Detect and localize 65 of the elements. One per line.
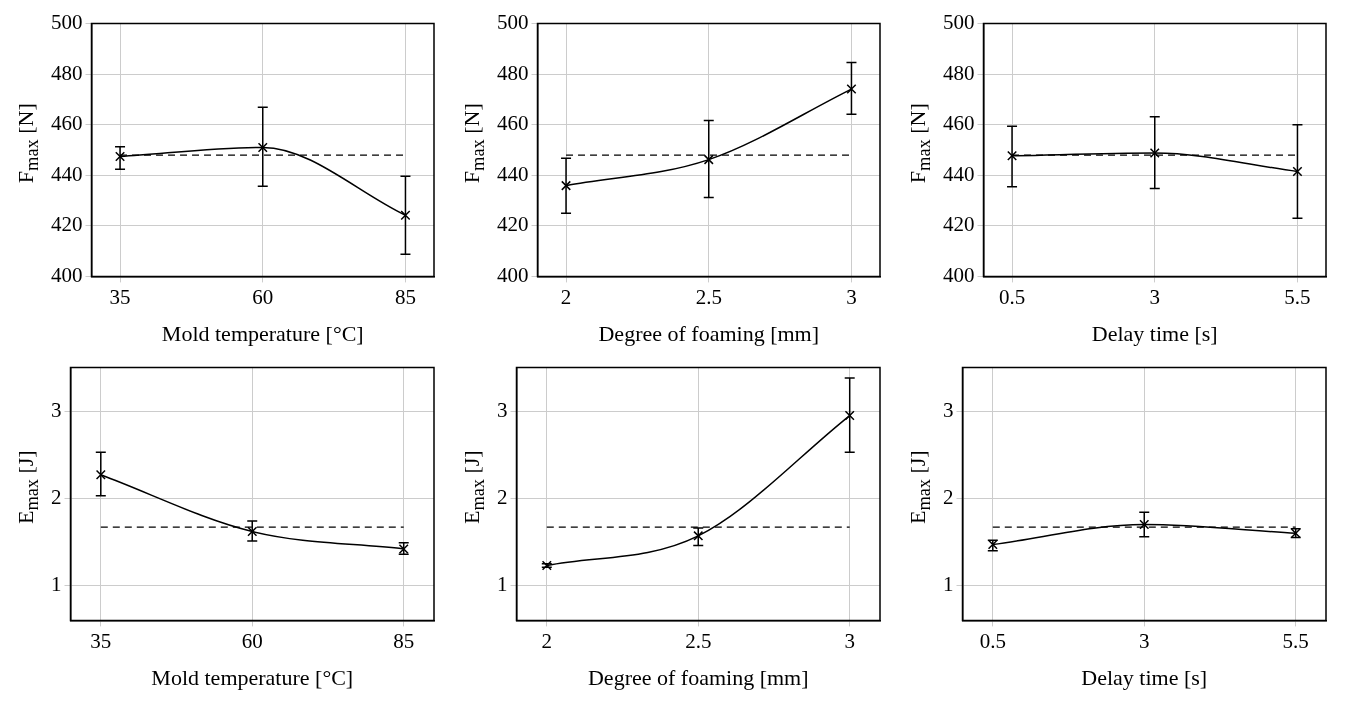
x-tick-label: 5.5	[1284, 284, 1311, 309]
x-axis-title: Mold temperature [°C]	[151, 664, 354, 690]
point	[400, 210, 411, 221]
y-tick-label: 460	[51, 111, 83, 136]
point	[844, 410, 855, 421]
x-tick-label: 3	[846, 284, 857, 309]
x-tick-label: 35	[109, 284, 131, 309]
point	[703, 154, 714, 165]
point	[693, 530, 704, 541]
y-tick-label: 1	[51, 572, 62, 597]
y-tick-label: 420	[497, 212, 529, 237]
point	[1139, 519, 1150, 530]
x-tick-label: 35	[90, 628, 112, 653]
point	[247, 526, 258, 537]
y-tick-label: 460	[497, 111, 529, 136]
point	[846, 84, 857, 95]
y-tick-label: 3	[497, 397, 508, 422]
y-tick-label: 460	[943, 111, 975, 136]
point	[1292, 166, 1303, 177]
y-tick-label: 480	[943, 60, 975, 85]
x-axis-title: Delay time [s]	[1081, 664, 1208, 690]
x-axis-title: Mold temperature [°C]	[161, 320, 364, 346]
point	[1149, 148, 1160, 159]
x-tick-label: 3	[844, 628, 855, 653]
x-tick-label: 0.5	[979, 628, 1006, 653]
y-tick-label: 1	[943, 572, 954, 597]
y-tick-label: 500	[497, 10, 529, 35]
y-tick-label: 2	[943, 484, 954, 509]
x-tick-label: 60	[252, 284, 274, 309]
y-tick-label: 440	[497, 161, 529, 186]
y-tick-label: 1	[497, 572, 508, 597]
y-tick-label: 420	[943, 212, 975, 237]
x-tick-label: 85	[393, 628, 415, 653]
y-tick-label: 2	[497, 484, 508, 509]
x-axis-title: Degree of foaming [mm]	[598, 320, 820, 346]
y-tick-label: 2	[51, 484, 62, 509]
y-tick-label: 420	[51, 212, 83, 237]
x-tick-label: 60	[241, 628, 263, 653]
x-tick-label: 85	[394, 284, 416, 309]
x-tick-label: 2.5	[685, 628, 712, 653]
y-tick-label: 400	[943, 262, 975, 287]
y-tick-label: 480	[497, 60, 529, 85]
x-tick-label: 2	[541, 628, 553, 653]
y-tick-label: 440	[943, 161, 975, 186]
x-tick-label: 3	[1149, 284, 1160, 309]
x-axis-title: Delay time [s]	[1091, 320, 1218, 346]
point	[115, 151, 126, 162]
y-tick-label: 500	[943, 10, 975, 35]
y-tick-label: 440	[51, 161, 83, 186]
x-tick-label: 2.5	[695, 284, 722, 309]
y-tick-label: 500	[51, 10, 83, 35]
x-tick-label: 5.5	[1282, 628, 1309, 653]
x-tick-label: 2	[560, 284, 572, 309]
point	[561, 180, 572, 191]
y-tick-label: 400	[51, 262, 83, 287]
x-axis-title: Degree of foaming [mm]	[587, 664, 809, 690]
x-tick-label: 3	[1139, 628, 1150, 653]
y-tick-label: 3	[943, 397, 954, 422]
y-tick-label: 480	[51, 60, 83, 85]
point	[95, 469, 106, 480]
point	[1007, 150, 1018, 161]
x-tick-label: 0.5	[998, 284, 1026, 309]
y-tick-label: 3	[51, 397, 62, 422]
point	[257, 142, 268, 153]
y-tick-label: 400	[497, 262, 529, 287]
